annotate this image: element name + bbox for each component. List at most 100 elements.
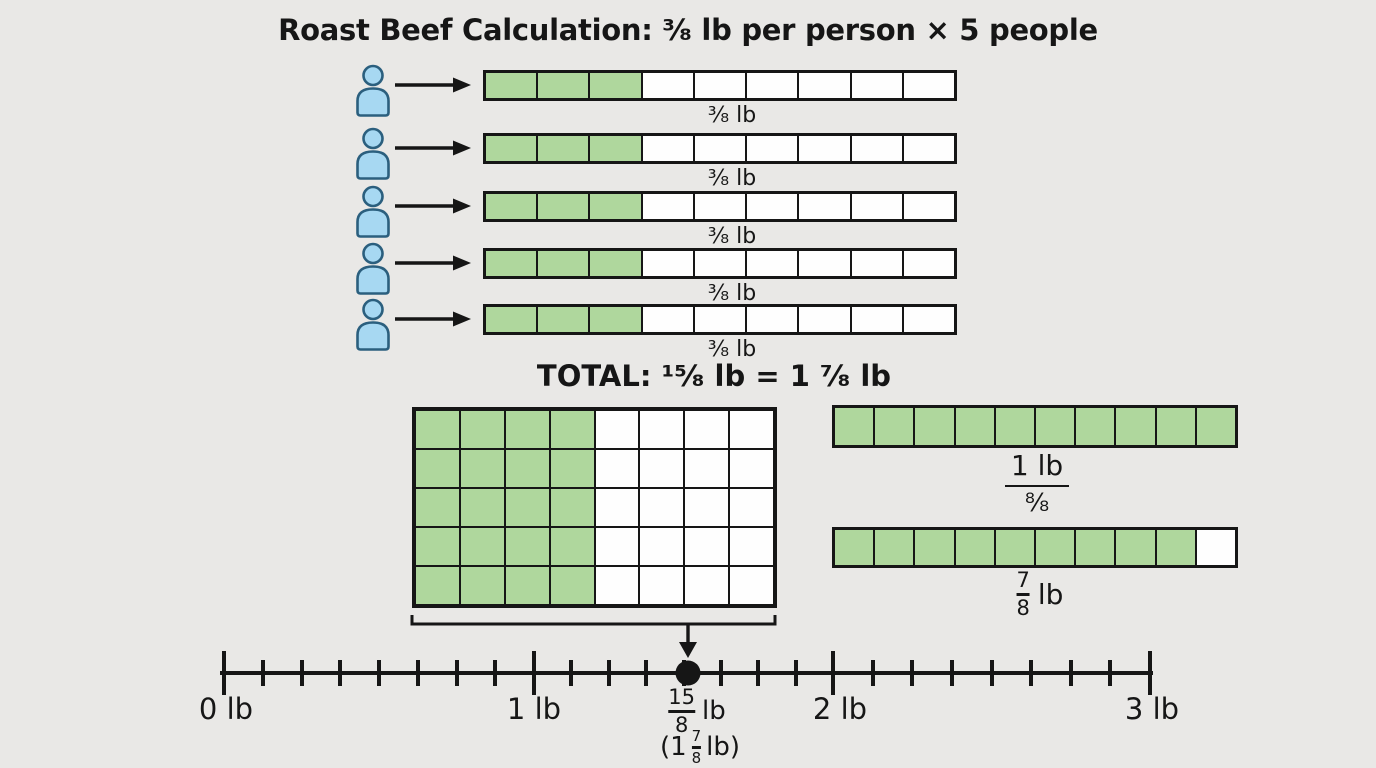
arrow-right-icon xyxy=(395,255,471,271)
total-label: TOTAL: ¹⁵⁄₈ lb = 1 ⁷⁄₈ lb xyxy=(536,359,892,393)
grid-cell xyxy=(504,410,550,449)
tick-minor xyxy=(377,660,381,686)
bar-segment xyxy=(537,135,590,162)
bar-segment xyxy=(798,306,851,333)
tick-major xyxy=(1148,651,1152,695)
bar-segment xyxy=(1155,407,1196,446)
bar-segment xyxy=(798,250,851,277)
portion-label: ³⁄₈ lb xyxy=(707,224,757,249)
tick-minor xyxy=(910,660,915,686)
tick-minor xyxy=(299,660,304,686)
bar-segment xyxy=(537,193,590,220)
bar-segment xyxy=(1155,529,1196,566)
bar-segment xyxy=(589,306,642,333)
grid-cell xyxy=(639,410,685,449)
grid-cell xyxy=(729,488,774,527)
bar-segment xyxy=(798,193,851,220)
bar-segment xyxy=(954,529,995,566)
bar-segment xyxy=(589,72,642,99)
arrow-wrap xyxy=(394,310,472,332)
person-icon-wrap xyxy=(352,298,394,355)
partial-pound-label: 7 8 lb xyxy=(1016,570,1063,619)
grid-cell xyxy=(549,488,595,527)
grid-cell xyxy=(549,527,595,566)
fraction-bar xyxy=(691,746,702,749)
bar-segment xyxy=(850,72,903,99)
arrow-wrap xyxy=(394,197,472,219)
partial-pound-bar xyxy=(832,527,1238,568)
portion-label: ³⁄₈ lb xyxy=(707,166,757,191)
arrow-wrap xyxy=(394,139,472,161)
tick-minor xyxy=(415,660,420,686)
grid-cell xyxy=(684,410,730,449)
portion-fraction-bar xyxy=(483,191,957,222)
bar-segment xyxy=(746,135,799,162)
bar-segment xyxy=(485,72,538,99)
person-icon-wrap xyxy=(352,64,394,121)
bar-segment xyxy=(485,250,538,277)
fraction-bar xyxy=(668,710,695,713)
page-title: Roast Beef Calculation: ³⁄₈ lb per perso… xyxy=(278,13,1098,47)
bar-segment xyxy=(1195,529,1237,566)
tick-minor xyxy=(606,660,611,686)
bar-segment xyxy=(1115,407,1156,446)
whole-pound-bar xyxy=(832,405,1238,448)
bar-segment xyxy=(641,306,694,333)
person-icon xyxy=(356,242,390,295)
arrow-wrap xyxy=(394,254,472,276)
grid-cell xyxy=(684,488,730,527)
mixed-suffix: lb) xyxy=(706,732,741,763)
bar-segment xyxy=(850,250,903,277)
grid-cell xyxy=(459,449,505,488)
person-icon-wrap xyxy=(352,242,394,299)
number-line-label-1: 1 lb xyxy=(506,692,562,726)
fraction-numerator: 15 xyxy=(668,685,695,709)
whole-pound-fraction: ⁸⁄₈ xyxy=(1024,488,1050,518)
bar-segment xyxy=(914,407,955,446)
grid-cell xyxy=(729,410,774,449)
tick-minor xyxy=(1029,660,1034,686)
bar-segment xyxy=(874,529,915,566)
bar-segment xyxy=(1035,407,1076,446)
bar-segment xyxy=(850,193,903,220)
point-mixed-label: (1 7 8 lb) xyxy=(660,729,740,766)
bar-segment xyxy=(798,135,851,162)
fraction-numerator: 7 xyxy=(691,727,702,745)
tick-major xyxy=(831,651,835,695)
fraction-denominator: 8 xyxy=(691,748,702,767)
bar-segment xyxy=(693,250,747,277)
grid-cell xyxy=(504,449,550,488)
fraction-denominator: 8 xyxy=(674,712,689,737)
portion-fraction-bar xyxy=(483,70,957,101)
bar-segment xyxy=(1195,407,1237,446)
grid-cell xyxy=(549,410,595,449)
down-arrow-icon xyxy=(679,642,697,658)
tick-major xyxy=(532,651,536,695)
bar-segment xyxy=(537,250,590,277)
grid-cell xyxy=(459,488,505,527)
bar-segment xyxy=(589,135,642,162)
bar-segment xyxy=(589,193,642,220)
grid-cell xyxy=(729,527,774,566)
grid-cell xyxy=(504,488,550,527)
bar-segment xyxy=(902,306,955,333)
area-model-grid xyxy=(412,407,777,608)
fraction-seven-eighths: 7 8 xyxy=(1016,570,1030,619)
grid-cell xyxy=(549,449,595,488)
grid-cell xyxy=(639,566,685,605)
bracket-shape xyxy=(410,615,777,626)
grid-cell xyxy=(594,527,640,566)
bar-segment xyxy=(1035,529,1076,566)
bar-segment xyxy=(874,407,915,446)
grid-cell xyxy=(729,566,774,605)
tick-minor xyxy=(569,660,574,686)
bar-segment xyxy=(693,72,747,99)
bar-segment xyxy=(485,193,538,220)
person-icon xyxy=(356,298,390,351)
grid-cell xyxy=(684,566,730,605)
grid-cell xyxy=(684,449,730,488)
bar-segment xyxy=(1075,407,1116,446)
bar-segment xyxy=(641,193,694,220)
person-icon-wrap xyxy=(352,127,394,184)
grid-cell xyxy=(459,566,505,605)
